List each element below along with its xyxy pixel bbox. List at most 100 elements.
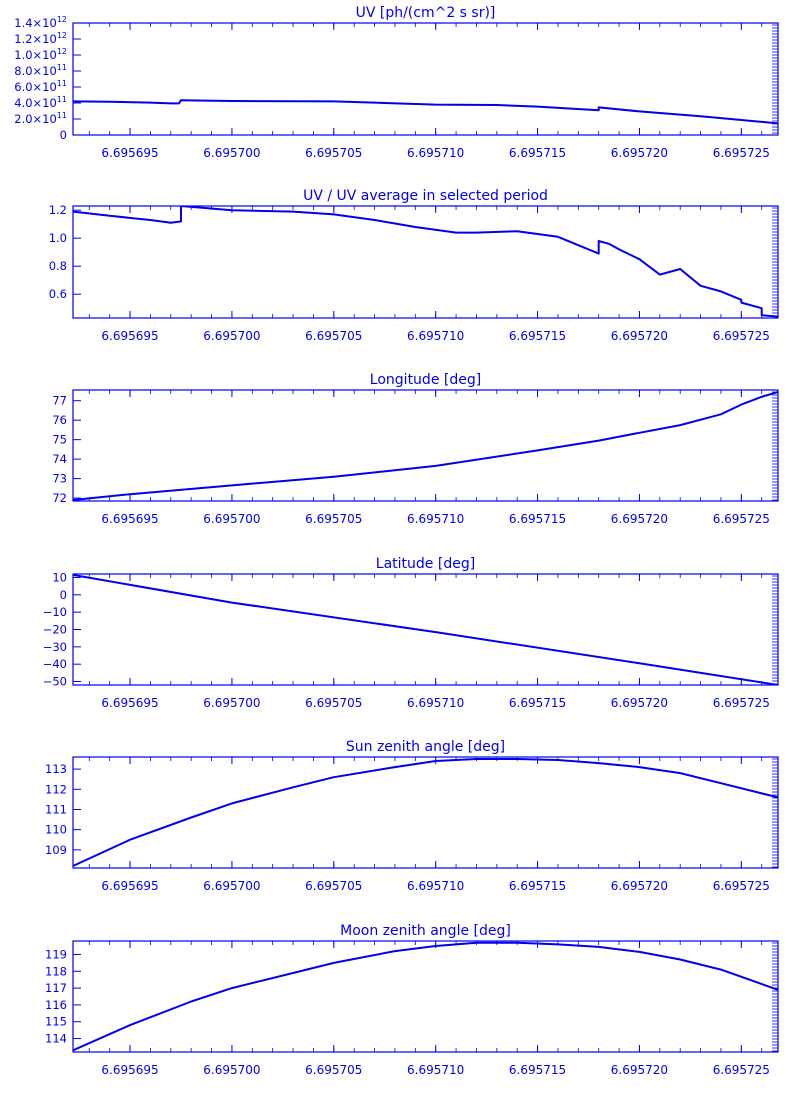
panel-1-series-line [73,99,778,125]
panel-6-y-tick-mantissa: 115 [45,1015,67,1029]
panel-5-y-tick-label: 113 [45,762,67,776]
panel-4-y-tick-label: 0 [60,588,67,602]
panel-2-y-tick-mantissa: 1.0 [49,231,67,245]
panel-1-y-tick-mantissa: 1.0×10 [14,48,57,62]
panel-5-x-tick-label: 6.695710 [407,879,464,893]
panel-5-x-tick-label: 6.695700 [203,879,260,893]
panel-4-title: Latitude [deg] [376,556,475,572]
panel-1-y-tick-exponent: 11 [57,111,67,120]
panel-1-title: UV [ph/(cm^2 s sr)] [356,5,496,21]
panel-4-y-tick-mantissa: −30 [43,640,67,654]
panel-3-x-tick-label: 6.695695 [101,512,158,526]
panel-4-x-tick-label: 6.695715 [509,696,566,710]
panel-3-y-tick-mantissa: 77 [52,394,67,408]
panel-4-y-tick-label: 10 [52,570,67,584]
panel-1-y-tick-exponent: 11 [57,79,67,88]
panel-3-x-tick-label: 6.695705 [305,512,362,526]
panel-3-y-tick-mantissa: 72 [52,491,67,505]
panel-1-y-tick-label: 0 [60,128,67,142]
panel-1-y-tick-label: 6.0×1011 [14,79,67,94]
panel-1-y-tick-mantissa: 1.4×10 [14,16,57,30]
panel-4-y-tick-mantissa: −10 [43,605,67,619]
panel-1-y-tick-label: 4.0×1011 [14,95,67,110]
panel-3-x-tick-label: 6.695710 [407,512,464,526]
panel-4-x-tick-label: 6.695720 [611,696,668,710]
panel-6-title: Moon zenith angle [deg] [340,923,511,939]
panel-2-x-tick-label: 6.695705 [305,329,362,343]
panel-6-y-tick-label: 118 [45,964,67,978]
panel-1: UV [ph/(cm^2 s sr)] 6.695695 6.695700 6.695… [14,5,779,160]
panel-5-x-tick-label: 6.695695 [101,879,158,893]
panel-3-x-tick-label: 6.695720 [611,512,668,526]
panel-4-y-tick-mantissa: −20 [43,623,67,637]
panel-2-x-tick-label: 6.695725 [713,329,770,343]
panel-1-y-tick-mantissa: 8.0×10 [14,64,57,78]
panel-6-y-tick-mantissa: 117 [45,981,67,995]
panel-4-series-line [73,574,778,685]
panel-6-series-line [73,941,778,1052]
panel-2: UV / UV average in selected period 6.6956… [49,188,779,343]
panel-4-y-tick-mantissa: −50 [43,675,67,689]
panel-5-x-tick-label: 6.695705 [305,879,362,893]
panel-1-y-tick-label: 1.4×1012 [14,15,67,30]
panel-6-y-tick-label: 114 [45,1032,67,1046]
panel-1-y-tick-exponent: 11 [57,63,67,72]
panel-5-y-tick-label: 109 [45,843,67,857]
panel-4-x-tick-label: 6.695700 [203,696,260,710]
panel-3-frame [72,389,779,502]
panel-2-x-tick-label: 6.695710 [407,329,464,343]
panel-2-y-tick-label: 0.6 [49,287,67,301]
panel-2-x-tick-label: 6.695695 [101,329,158,343]
panel-5-y-tick-label: 110 [45,823,67,837]
panel-2-y-tick-mantissa: 0.8 [49,259,67,273]
panel-4-x-tick-label: 6.695705 [305,696,362,710]
panel-1-x-tick-label: 6.695700 [203,146,260,160]
panel-1-frame [72,22,779,136]
panel-2-x-tick-label: 6.695720 [611,329,668,343]
panel-5-y-tick-mantissa: 110 [45,823,67,837]
panel-2-series-line [73,206,778,318]
panel-1-x-tick-label: 6.695705 [305,146,362,160]
panel-3-title: Longitude [deg] [370,372,481,388]
panel-2-y-tick-label: 1.2 [49,203,67,217]
panel-6-x-tick-label: 6.695700 [203,1063,260,1077]
panel-2-frame [72,205,779,319]
panel-1-y-tick-label: 8.0×1011 [14,63,67,78]
panel-1-y-tick-exponent: 12 [57,15,67,24]
panel-6-x-tick-label: 6.695695 [101,1063,158,1077]
panel-4-y-tick-label: −40 [43,657,67,671]
panel-3-y-tick-label: 72 [52,491,67,505]
panel-3-y-tick-mantissa: 74 [52,452,67,466]
panel-3-y-tick-label: 77 [52,394,67,408]
panel-2-y-tick-label: 0.8 [49,259,67,273]
panel-5-x-tick-label: 6.695720 [611,879,668,893]
panel-1-y-tick-mantissa: 0 [60,128,67,142]
panel-3-x-tick-label: 6.695725 [713,512,770,526]
panel-2-title: UV / UV average in selected period [303,188,548,204]
panel-6-x-tick-label: 6.695715 [509,1063,566,1077]
panel-5-y-tick-mantissa: 111 [45,802,67,816]
panel-6-y-tick-mantissa: 116 [45,998,67,1012]
panel-5-y-tick-label: 111 [45,802,67,816]
panel-6-x-tick-label: 6.695720 [611,1063,668,1077]
panel-4-y-tick-mantissa: −40 [43,657,67,671]
panel-6-y-tick-label: 119 [45,947,67,961]
panel-6-y-tick-mantissa: 114 [45,1032,67,1046]
panel-4-y-tick-label: −10 [43,605,67,619]
panel-5-title: Sun zenith angle [deg] [346,739,505,755]
panel-6-x-tick-label: 6.695725 [713,1063,770,1077]
panel-3-series-line [73,390,778,501]
panel-6-y-tick-label: 115 [45,1015,67,1029]
panel-1-y-tick-mantissa: 4.0×10 [14,96,57,110]
panel-6-x-tick-label: 6.695710 [407,1063,464,1077]
panel-3-x-tick-label: 6.695700 [203,512,260,526]
panel-1-y-tick-exponent: 11 [57,95,67,104]
panel-3-x-tick-label: 6.695715 [509,512,566,526]
panel-2-x-tick-label: 6.695700 [203,329,260,343]
panel-2-y-tick-mantissa: 0.6 [49,287,67,301]
panel-4-y-tick-mantissa: 0 [60,588,67,602]
panel-1-y-tick-mantissa: 6.0×10 [14,80,57,94]
panel-5-x-tick-label: 6.695725 [713,879,770,893]
panel-3-y-tick-label: 73 [52,472,67,486]
panel-2-y-tick-mantissa: 1.2 [49,203,67,217]
